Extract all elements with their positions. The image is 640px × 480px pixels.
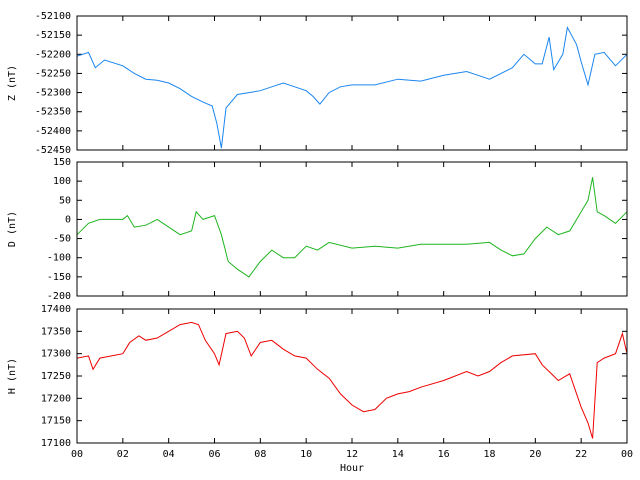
y-tick-label: 150 xyxy=(53,157,71,168)
y-tick-label: 50 xyxy=(59,195,71,206)
plot-frame xyxy=(76,15,628,151)
y-tick-label: 17400 xyxy=(41,304,71,315)
data-line xyxy=(76,321,628,439)
y-tick-label: -50 xyxy=(53,234,71,245)
x-tick-label: 16 xyxy=(438,449,450,460)
y-tick-label: -52400 xyxy=(35,126,71,137)
y-tick-label: 17150 xyxy=(41,416,71,427)
x-tick-label: 02 xyxy=(117,449,129,460)
x-tick-label: 08 xyxy=(254,449,266,460)
x-tick-label: 22 xyxy=(575,449,587,460)
y-tick-label: 17300 xyxy=(41,349,71,360)
y-tick-label: -52100 xyxy=(35,11,71,22)
x-tick-label: 14 xyxy=(392,449,404,460)
plot-frame xyxy=(76,161,628,297)
y-tick-label: -52450 xyxy=(35,145,71,156)
plot-frame xyxy=(76,308,628,444)
y-tick-label: 0 xyxy=(65,214,71,225)
y-tick-label: 17250 xyxy=(41,371,71,382)
y-axis-label: H (nT) xyxy=(7,358,18,394)
y-tick-label: -150 xyxy=(47,272,71,283)
x-axis-label: Hour xyxy=(340,463,364,474)
y-tick-label: 17350 xyxy=(41,326,71,337)
data-line xyxy=(76,25,628,149)
y-tick-label: 17200 xyxy=(41,393,71,404)
y-tick-label: -100 xyxy=(47,253,71,264)
y-axis-label: D (nT) xyxy=(7,211,18,247)
y-tick-label: -52200 xyxy=(35,49,71,60)
y-tick-label: -200 xyxy=(47,291,71,302)
y-axis-label: Z (nT) xyxy=(7,65,18,101)
x-tick-label: 18 xyxy=(483,449,495,460)
x-tick-label: 06 xyxy=(208,449,220,460)
x-tick-label: 20 xyxy=(529,449,541,460)
data-line xyxy=(76,177,628,278)
y-tick-label: -52300 xyxy=(35,88,71,99)
x-tick-label: 04 xyxy=(163,449,175,460)
y-tick-label: 17100 xyxy=(41,438,71,449)
x-tick-label: 00 xyxy=(71,449,83,460)
y-tick-label: 100 xyxy=(53,176,71,187)
y-tick-label: -52350 xyxy=(35,107,71,118)
x-tick-label: 00 xyxy=(621,449,633,460)
y-tick-label: -52250 xyxy=(35,68,71,79)
x-tick-label: 12 xyxy=(346,449,358,460)
y-tick-label: -52150 xyxy=(35,30,71,41)
x-tick-label: 10 xyxy=(300,449,312,460)
